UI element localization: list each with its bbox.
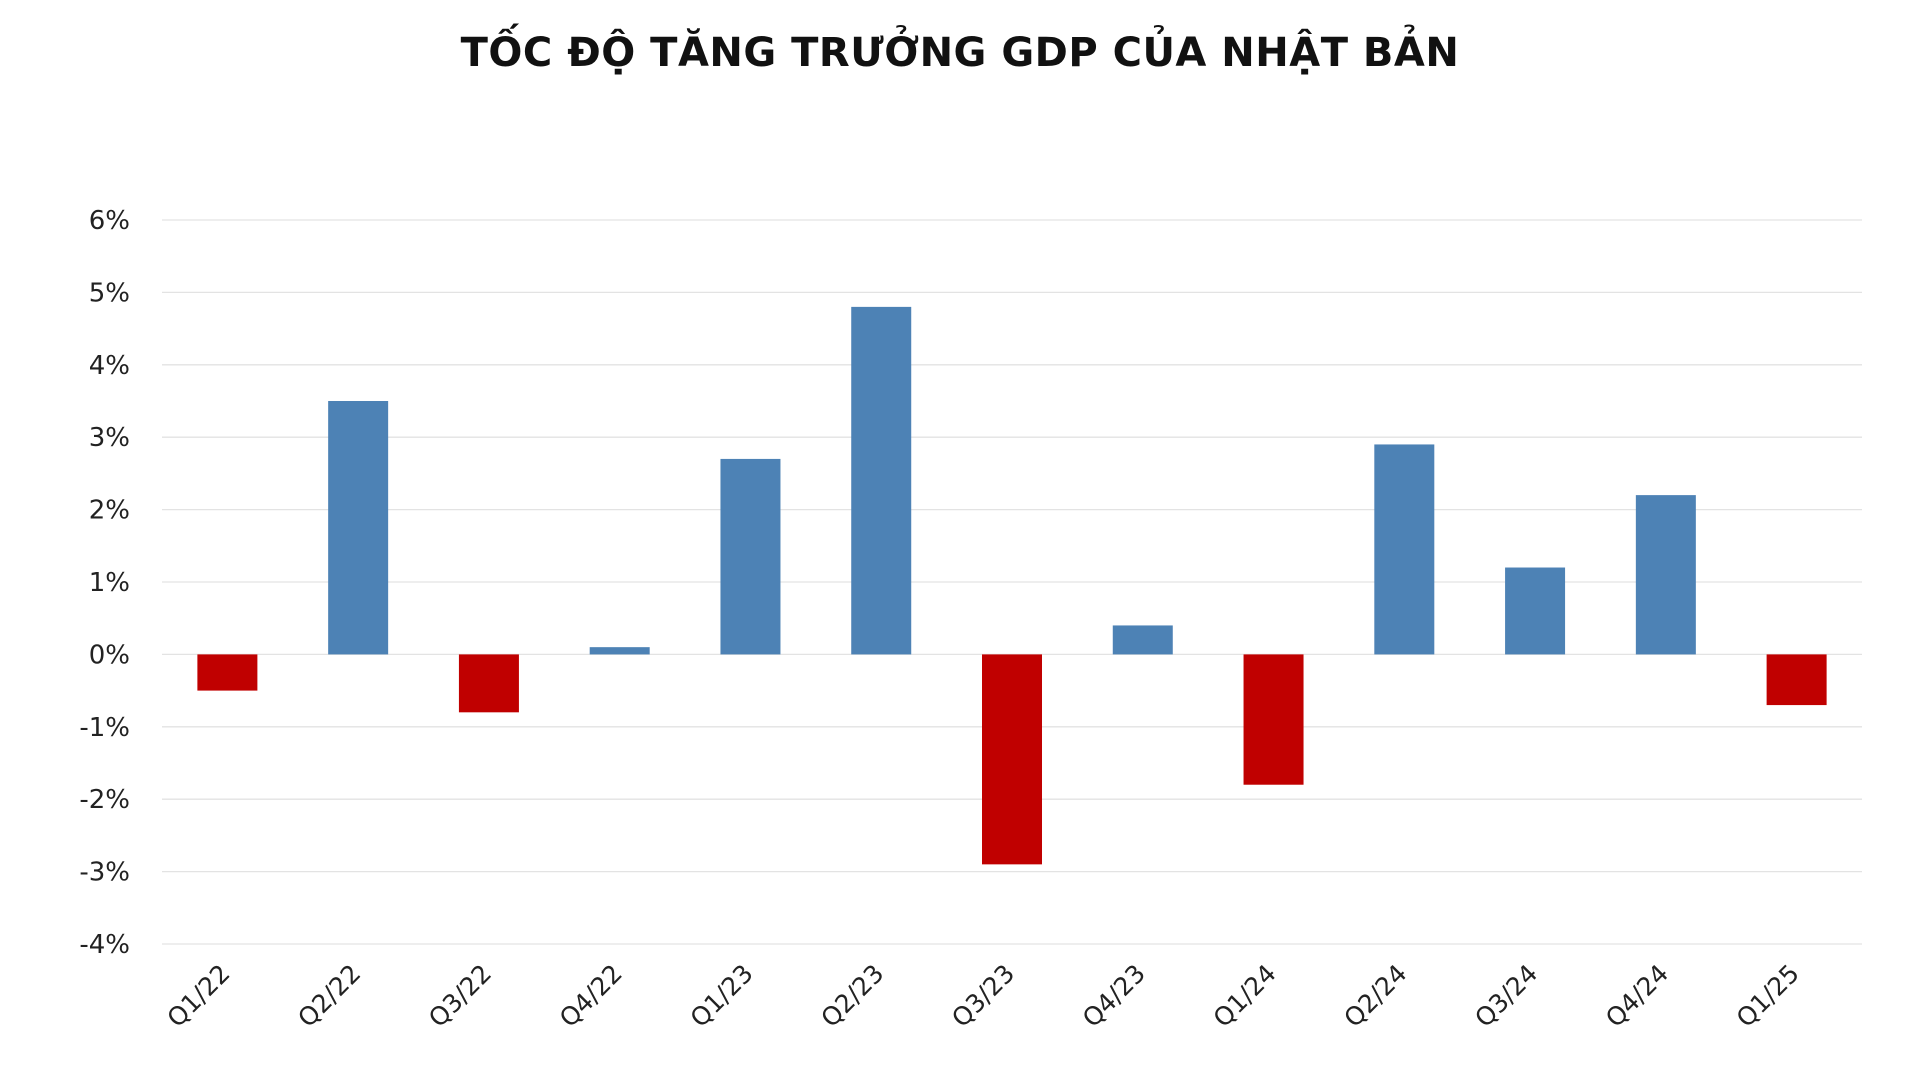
- bar-q4-22: [589, 647, 650, 655]
- bar-q1-24: [1243, 654, 1304, 785]
- y-tick-label: -4%: [79, 930, 130, 960]
- x-tick-label: Q3/24: [1469, 959, 1543, 1033]
- x-tick-label: Q2/24: [1338, 959, 1412, 1033]
- y-tick-label: 4%: [89, 351, 130, 381]
- bar-q2-23: [851, 306, 912, 655]
- x-tick-label: Q4/23: [1077, 959, 1151, 1033]
- x-tick-label: Q2/22: [292, 959, 366, 1033]
- x-tick-label: Q1/25: [1731, 959, 1805, 1033]
- bar-q2-22: [328, 401, 389, 655]
- y-tick-label: 1%: [89, 568, 130, 598]
- x-axis-category-labels: Q1/22 Q2/22 Q3/22 Q4/22 Q1/23 Q2/23 Q3/23 Q4/23…: [162, 959, 1805, 1033]
- bars: [197, 306, 1827, 865]
- y-tick-label: 2%: [89, 496, 130, 526]
- x-tick-label: Q2/23: [815, 959, 889, 1033]
- bar-q2-24: [1374, 444, 1435, 655]
- y-tick-label: 3%: [89, 423, 130, 453]
- x-tick-label: Q3/22: [423, 959, 497, 1033]
- bar-q3-22: [458, 654, 519, 713]
- bar-q1-23: [720, 458, 781, 655]
- bar-q1-22: [197, 654, 258, 691]
- bar-q3-23: [982, 654, 1042, 865]
- bar-q4-24: [1635, 495, 1696, 655]
- bar-q3-24: [1505, 567, 1566, 655]
- bar-q4-23: [1112, 625, 1173, 655]
- y-tick-label: 6%: [89, 206, 130, 236]
- x-tick-label: Q1/22: [162, 959, 236, 1033]
- chart-title: TỐC ĐỘ TĂNG TRƯỞNG GDP CỦA NHẬT BẢN: [460, 30, 1460, 76]
- x-tick-label: Q4/22: [554, 959, 628, 1033]
- y-tick-label: -2%: [79, 785, 130, 815]
- y-tick-label: 5%: [89, 278, 130, 308]
- x-tick-label: Q1/24: [1208, 959, 1282, 1033]
- x-tick-label: Q3/23: [946, 959, 1020, 1033]
- y-tick-label: 0%: [89, 640, 130, 670]
- bar-q1-25: [1766, 654, 1827, 706]
- y-tick-label: -1%: [79, 713, 130, 743]
- y-axis-tick-labels: -4% -3% -2% -1% 0% 1% 2% 3% 4% 5% 6%: [79, 206, 130, 960]
- y-tick-label: -3%: [79, 858, 130, 888]
- x-tick-label: Q4/24: [1600, 959, 1674, 1033]
- x-tick-label: Q1/23: [685, 959, 759, 1033]
